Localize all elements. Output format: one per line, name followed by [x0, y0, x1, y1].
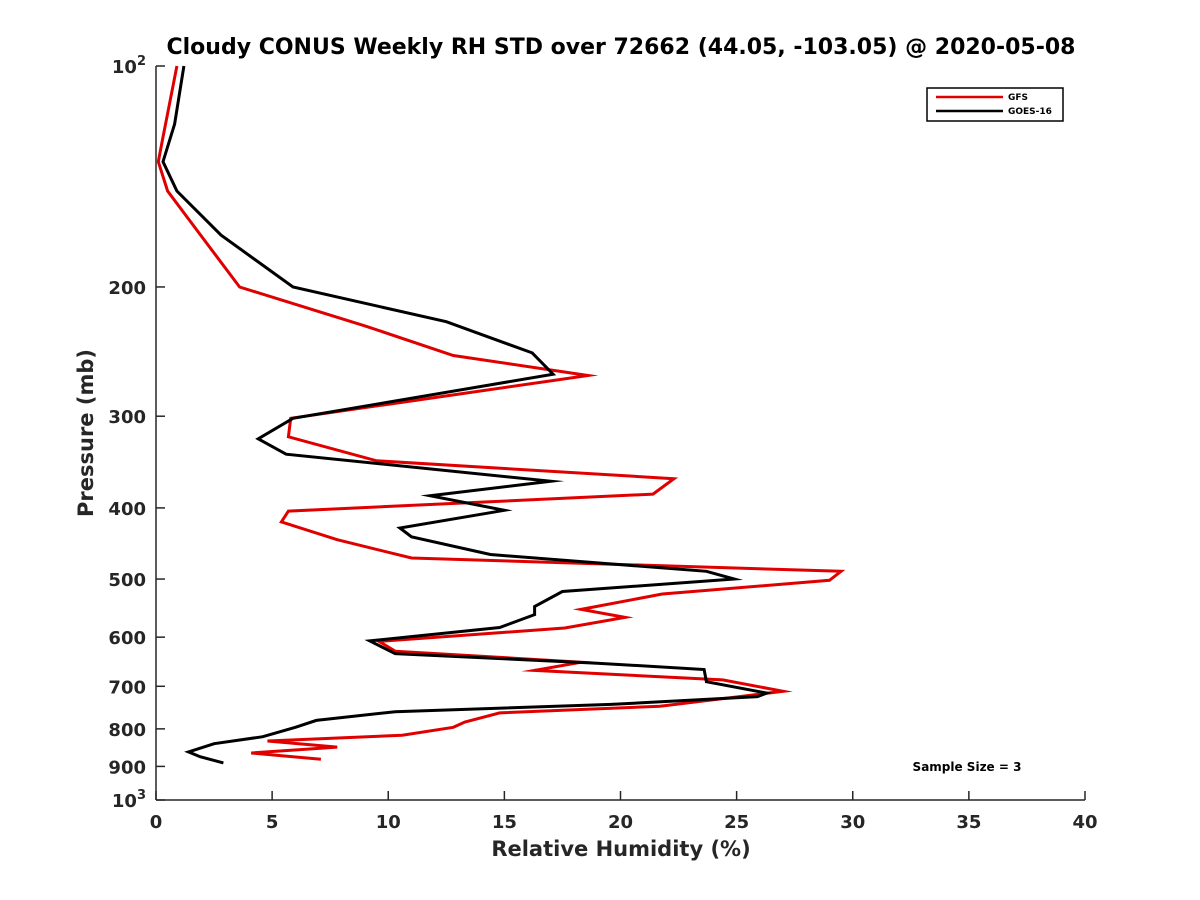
- y-tick-base: 10: [112, 57, 137, 78]
- x-tick-label: 40: [1072, 812, 1097, 833]
- legend-label: GOES-16: [1008, 107, 1052, 117]
- x-tick-label: 15: [492, 812, 517, 833]
- series-layer: [156, 65, 846, 765]
- y-axis-label: Pressure (mb): [74, 349, 98, 517]
- sample-size-annotation: Sample Size = 3: [913, 760, 1022, 774]
- x-tick-label: 25: [724, 812, 749, 833]
- series-line-gfs: [156, 65, 846, 761]
- chart-title: Cloudy CONUS Weekly RH STD over 72662 (4…: [167, 35, 1076, 60]
- y-tick-exponent: 3: [137, 788, 146, 803]
- x-tick-label: 5: [266, 812, 279, 833]
- x-tick-label: 0: [150, 812, 163, 833]
- y-tick-label: 800: [108, 720, 146, 741]
- x-tick-label: 20: [608, 812, 633, 833]
- legend-label: GFS: [1008, 93, 1028, 103]
- y-tick-label: 900: [108, 757, 146, 778]
- y-tick-label: 300: [108, 407, 146, 428]
- y-tick-label: 103: [112, 788, 146, 812]
- y-tick-base: 10: [112, 791, 137, 812]
- x-axis: 0 5 10 15 20 25 30 35 40: [150, 791, 1098, 833]
- y-tick-label: 500: [108, 570, 146, 591]
- y-tick-label: 200: [108, 278, 146, 299]
- series-line-goes-16: [161, 65, 773, 765]
- y-tick-exponent: 2: [137, 54, 146, 69]
- x-axis-label: Relative Humidity (%): [491, 837, 750, 861]
- y-tick-label: 700: [108, 677, 146, 698]
- x-tick-label: 30: [840, 812, 865, 833]
- y-tick-label: 600: [108, 628, 146, 649]
- x-tick-label: 10: [376, 812, 401, 833]
- legend-box: [926, 87, 1064, 122]
- y-tick-label: 400: [108, 499, 146, 520]
- x-tick-label: 35: [956, 812, 981, 833]
- y-tick-label: 102: [112, 54, 146, 78]
- legend: GFS GOES-16: [926, 87, 1064, 122]
